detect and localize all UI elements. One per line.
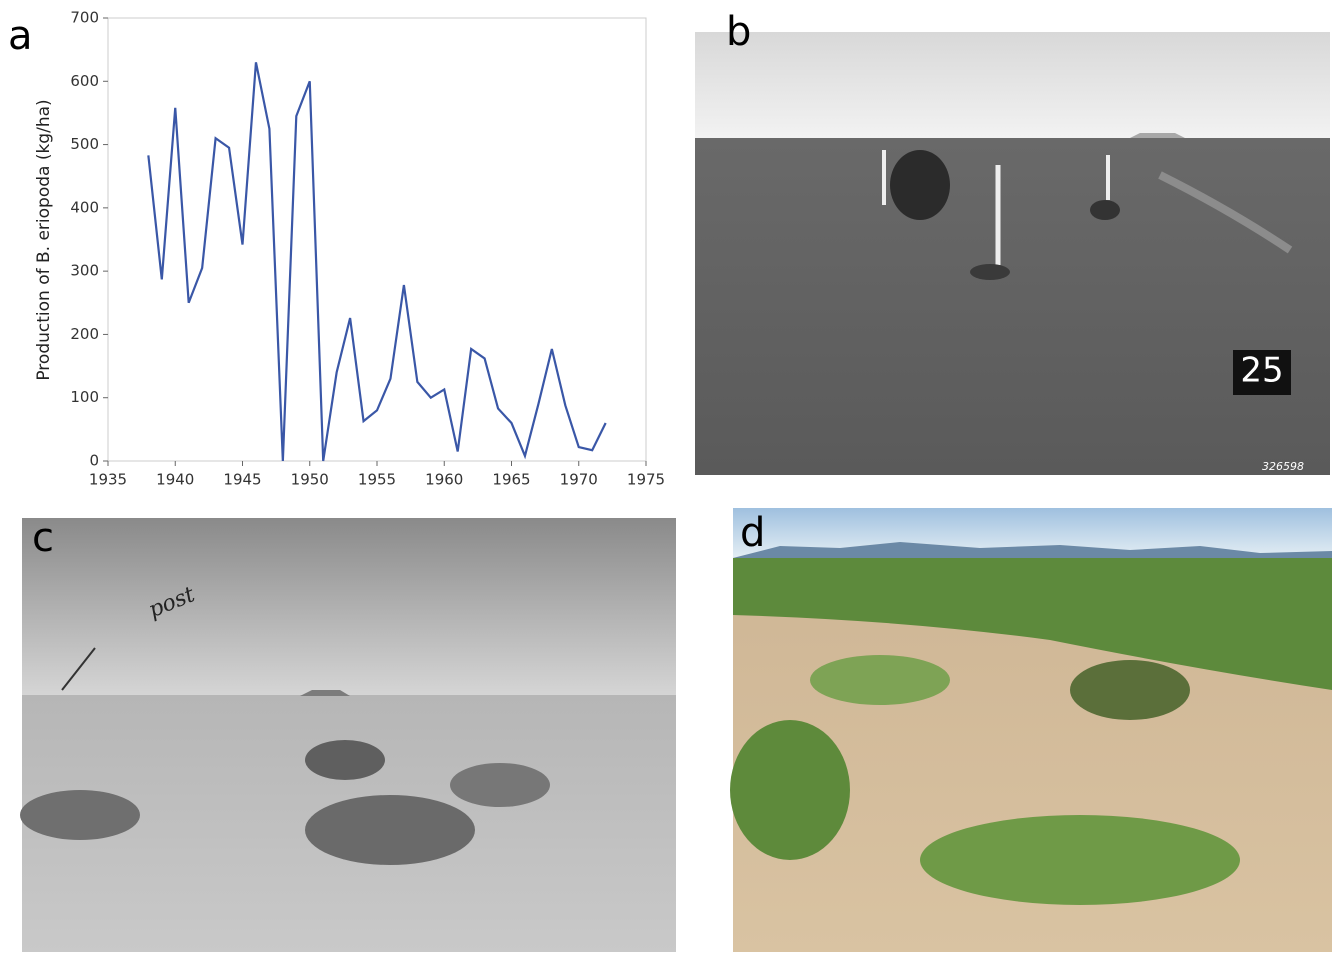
x-tick-label: 1970 [560,471,598,489]
data-line [147,62,607,462]
photo-text: 25 [1240,351,1283,391]
y-tick-label: 100 [70,388,99,406]
panel-label: a [8,13,33,59]
x-tick-label: 1975 [627,471,665,489]
plot-frame [107,17,647,462]
y-tick-label: 700 [70,9,99,27]
x-tick-label: 1960 [425,471,463,489]
x-tick-label: 1945 [223,471,261,489]
x-tick-label: 1965 [492,471,530,489]
panel-label: c [32,515,54,561]
photo-c [20,518,676,952]
y-tick-label: 500 [70,135,99,153]
y-tick-label: 400 [70,198,99,216]
y-tick-label: 200 [70,325,99,343]
y-tick-label: 300 [70,262,99,280]
panel-label: d [740,510,765,556]
x-tick-label: 1940 [156,471,194,489]
photo-text: 326598 [1262,460,1304,473]
y-axis-label: Production of B. eriopoda (kg/ha) [34,99,54,380]
y-tick-label: 600 [70,72,99,90]
photo-d [730,508,1332,952]
x-tick-label: 1950 [291,471,329,489]
photo-b [695,32,1330,475]
panel-label: b [726,9,751,55]
y-tick-label: 0 [89,452,99,470]
x-tick-label: 1955 [358,471,396,489]
x-tick-label: 1935 [89,471,127,489]
